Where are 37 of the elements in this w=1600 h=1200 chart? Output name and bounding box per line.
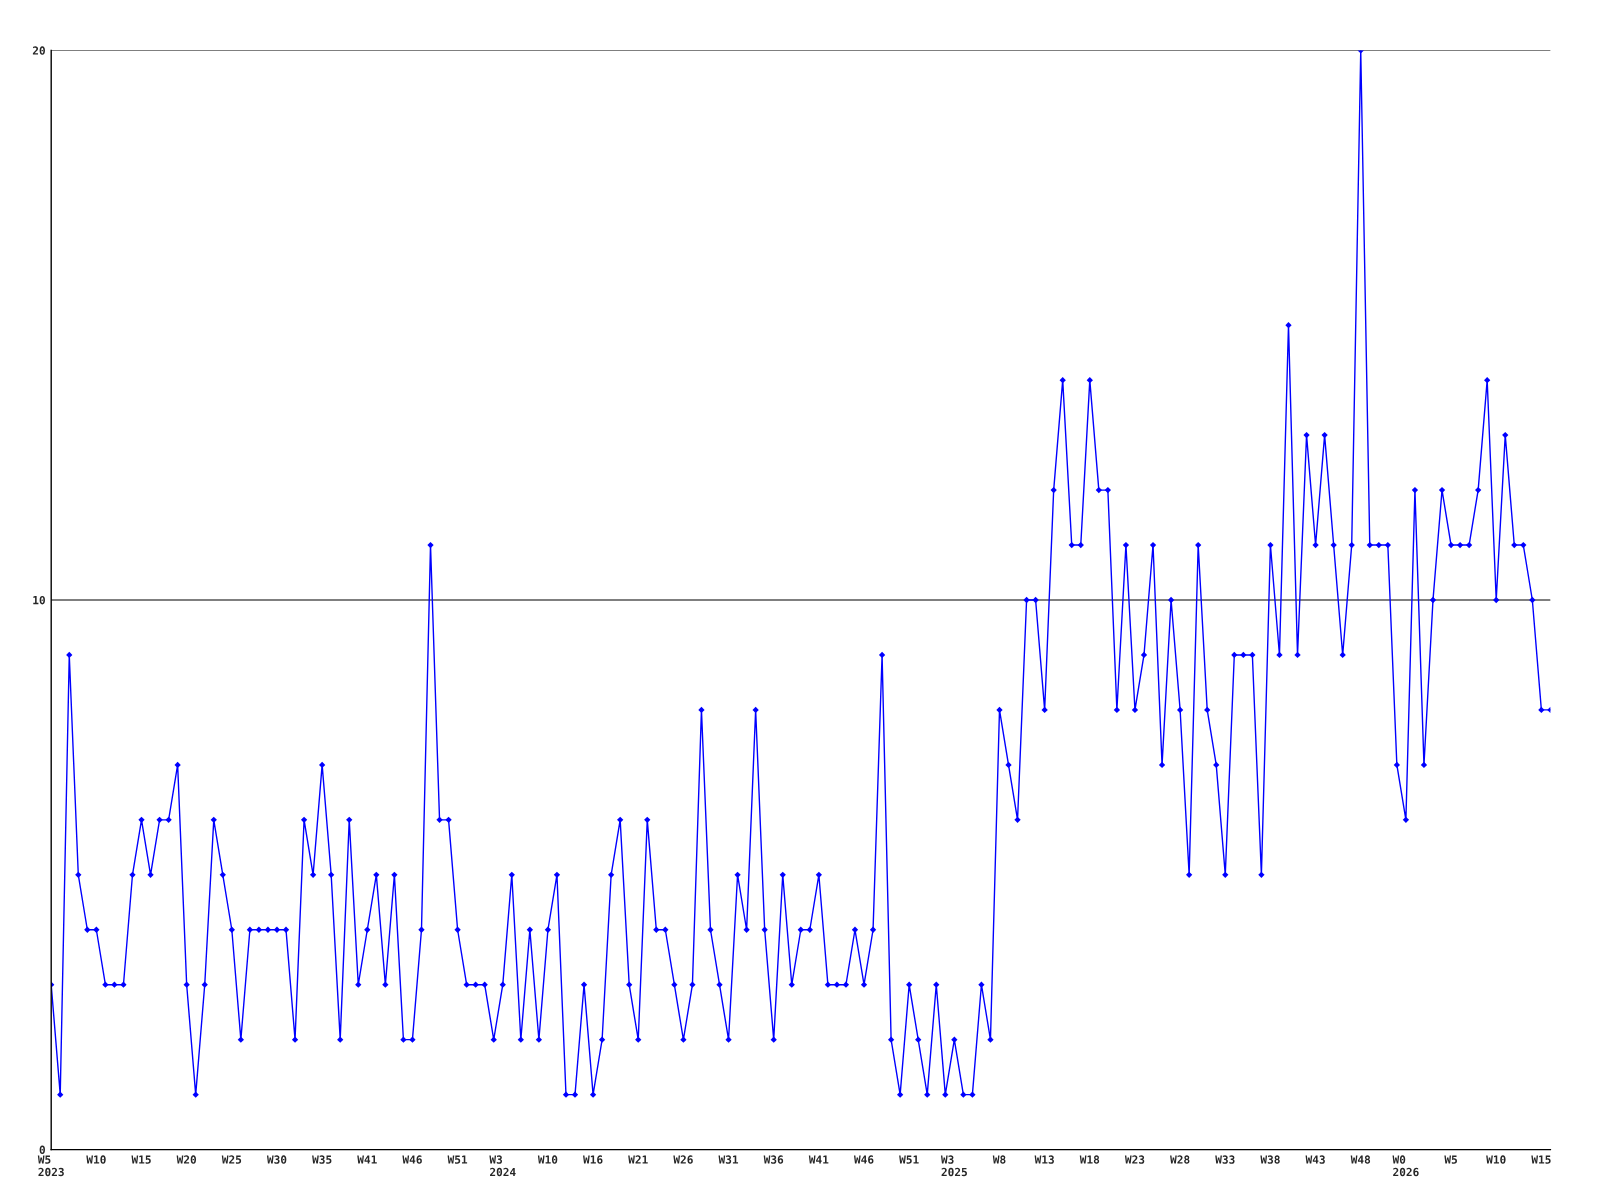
x-tick-label: W16 bbox=[583, 1155, 603, 1164]
y-tick-label: 0 bbox=[39, 1145, 45, 1154]
x-tick-label: W51 bbox=[899, 1155, 919, 1164]
x-tick-label: W48 bbox=[1350, 1155, 1371, 1164]
x-tick-label: W5 bbox=[1444, 1155, 1457, 1164]
x-tick-label: W0 2026 bbox=[1392, 1155, 1419, 1177]
x-tick-label: W31 bbox=[718, 1155, 739, 1164]
x-tick-label: W28 bbox=[1170, 1155, 1190, 1164]
x-tick-label: W18 bbox=[1079, 1155, 1100, 1164]
x-tick-label: W35 bbox=[312, 1155, 332, 1164]
x-tick-label: W8 bbox=[992, 1155, 1006, 1164]
x-tick-label: W51 bbox=[447, 1155, 468, 1164]
x-tick-label: W10 bbox=[1486, 1155, 1506, 1164]
x-tick-label: W3 2025 bbox=[940, 1155, 967, 1177]
x-tick-label: W23 bbox=[1124, 1155, 1145, 1164]
x-tick-label: W36 bbox=[763, 1155, 784, 1164]
x-tick-label: W20 bbox=[176, 1155, 197, 1164]
x-tick-label: W41 bbox=[808, 1155, 829, 1164]
x-tick-label: W33 bbox=[1215, 1155, 1235, 1164]
x-tick-label: W46 bbox=[853, 1155, 874, 1164]
x-tick-label: W21 bbox=[628, 1155, 648, 1164]
x-tick-label: W13 bbox=[1034, 1155, 1054, 1164]
x-tick-label: W10 bbox=[86, 1155, 106, 1164]
x-tick-label: W10 bbox=[537, 1155, 558, 1164]
x-tick-label: W30 bbox=[266, 1155, 287, 1164]
x-tick-label: W25 bbox=[221, 1155, 242, 1164]
x-tick-label: W46 bbox=[402, 1155, 422, 1164]
x-tick-label: W41 bbox=[357, 1155, 377, 1164]
x-tick-label: W38 bbox=[1260, 1155, 1280, 1164]
x-tick-label: W5 2023 bbox=[37, 1155, 64, 1177]
y-tick-label: 10 bbox=[33, 595, 45, 605]
x-tick-label: W3 2024 bbox=[489, 1155, 516, 1177]
x-tick-label: W43 bbox=[1305, 1155, 1325, 1164]
y-tick-label: 20 bbox=[32, 46, 45, 55]
x-tick-label: W15 bbox=[1531, 1155, 1551, 1164]
x-tick-label: W26 bbox=[673, 1155, 693, 1164]
x-tick-label: W15 bbox=[131, 1155, 151, 1164]
